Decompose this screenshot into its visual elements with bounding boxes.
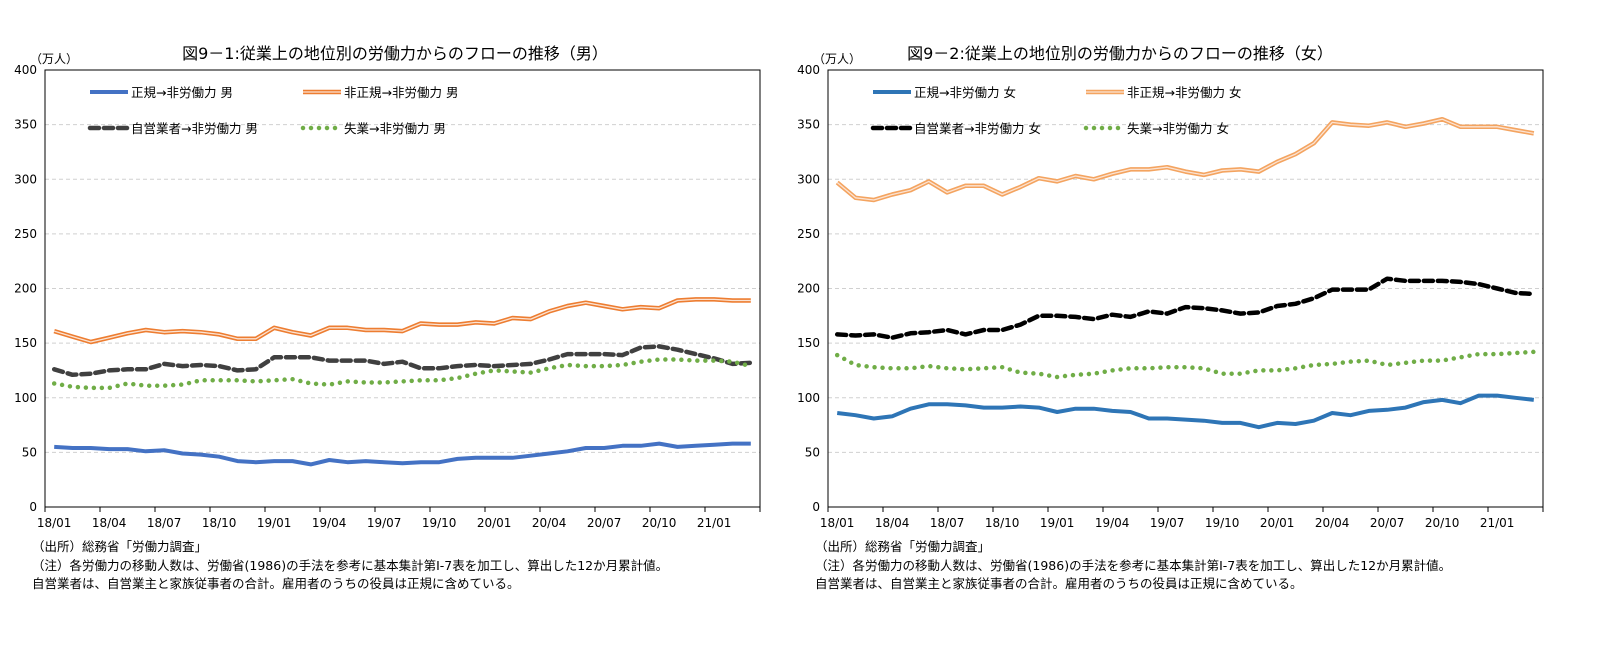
note-definition: 自営業者は、自営業主と家族従事者の合計。雇用者のうちの役員は正規に含めている。 (815, 576, 1303, 591)
y-axis-unit: （万人） (30, 52, 79, 66)
legend-label: 失業→非労働力 女 (1127, 121, 1229, 136)
note-source: （出所）総務省「労働力調査」 (32, 539, 208, 554)
y-tick-label: 0 (812, 500, 820, 514)
x-tick-label: 20/04 (532, 516, 567, 530)
x-tick-label: 20/10 (1425, 516, 1460, 530)
y-tick-label: 200 (14, 282, 37, 296)
x-tick-label: 18/04 (875, 516, 910, 530)
note-method: （注）各労働力の移動人数は、労働省(1986)の手法を参考に基本集計第I-7表を… (815, 557, 1452, 573)
note-method: （注）各労働力の移動人数は、労働省(1986)の手法を参考に基本集計第I-7表を… (32, 557, 669, 573)
y-tick-label: 100 (797, 391, 820, 405)
x-tick-label: 20/04 (1315, 516, 1350, 530)
chart-female: 0 50 100 150 200 250 300 350 400 18/01 18/04 18/07 1… (797, 63, 1544, 530)
x-tick-label: 20/01 (477, 516, 512, 530)
x-tick-label: 21/01 (1480, 516, 1515, 530)
x-tick-label: 19/01 (1040, 516, 1075, 530)
x-tick-label: 20/07 (1370, 516, 1405, 530)
legend-label: 非正規→非労働力 女 (1127, 85, 1241, 100)
x-tick-label: 18/04 (92, 516, 127, 530)
y-tick-label: 50 (805, 445, 820, 459)
y-tick-label: 150 (797, 336, 820, 350)
series-line-2-inner (836, 118, 1534, 201)
x-tick-label: 19/07 (367, 516, 402, 530)
y-tick-label: 200 (797, 282, 820, 296)
y-axis-unit: （万人） (813, 52, 862, 66)
y-tick-label: 300 (797, 172, 820, 186)
x-tick-label: 19/01 (257, 516, 292, 530)
series-line-1 (836, 393, 1535, 430)
x-tick-label: 19/04 (312, 516, 347, 530)
plot-border (44, 69, 761, 508)
x-tick-label: 20/10 (642, 516, 677, 530)
y-tick-label: 250 (14, 227, 37, 241)
x-tick-label: 18/07 (930, 516, 965, 530)
legend-label: 自営業者→非労働力 男 (131, 121, 258, 136)
chart-panel-male: 図9－1:従業上の地位別の労働力からのフローの推移（男） （万人） 0 50 100… (0, 0, 800, 657)
y-tick-label: 350 (797, 118, 820, 132)
legend-label: 自営業者→非労働力 女 (914, 121, 1041, 136)
chart-notes: （出所）総務省「労働力調査」 （注）各労働力の移動人数は、労働省(1986)の手… (32, 538, 668, 594)
x-tick-label: 18/01 (37, 516, 72, 530)
x-tick-label: 18/10 (202, 516, 237, 530)
y-tick-label: 300 (14, 172, 37, 186)
x-tick-label: 20/01 (1260, 516, 1295, 530)
y-tick-label: 250 (797, 227, 820, 241)
series-line-2-inner (54, 298, 751, 343)
x-tick-label: 21/01 (697, 516, 732, 530)
y-tick-label: 400 (14, 63, 37, 77)
legend-label: 正規→非労働力 女 (914, 85, 1016, 100)
x-tick-label: 19/10 (422, 516, 457, 530)
chart-male: 0 50 100 150 200 250 300 350 400 18/01 18/04 18/07 1… (14, 63, 761, 530)
x-tick-label: 18/01 (820, 516, 855, 530)
y-tick-label: 150 (14, 336, 37, 350)
chart-notes: （出所）総務省「労働力調査」 （注）各労働力の移動人数は、労働省(1986)の手… (815, 538, 1451, 594)
series-line-1 (54, 441, 751, 467)
series-line-2 (53, 297, 751, 345)
legend-label: 非正規→非労働力 男 (344, 85, 458, 100)
series-line-4 (834, 349, 1537, 380)
x-tick-label: 19/07 (1150, 516, 1185, 530)
series-line-3 (51, 344, 754, 378)
x-tick-label: 18/07 (147, 516, 182, 530)
y-tick-label: 100 (14, 391, 37, 405)
chart-title: 図9－2:従業上の地位別の労働力からのフローの推移（女） (907, 44, 1333, 63)
series-line-4 (51, 357, 754, 391)
series-line-3 (834, 276, 1537, 340)
x-tick-label: 19/10 (1205, 516, 1240, 530)
x-tick-label: 20/07 (587, 516, 622, 530)
plot-border (827, 69, 1544, 508)
y-tick-label: 0 (29, 500, 37, 514)
y-tick-label: 350 (14, 118, 37, 132)
legend-label: 失業→非労働力 男 (344, 121, 446, 136)
legend-label: 正規→非労働力 男 (131, 85, 233, 100)
y-tick-label: 50 (22, 445, 37, 459)
note-definition: 自営業者は、自営業主と家族従事者の合計。雇用者のうちの役員は正規に含めている。 (32, 576, 520, 591)
x-tick-label: 19/04 (1095, 516, 1130, 530)
chart-panel-female: 図9－2:従業上の地位別の労働力からのフローの推移（女） （万人） 0 50 100… (783, 0, 1583, 657)
x-tick-label: 18/10 (985, 516, 1020, 530)
chart-title: 図9－1:従業上の地位別の労働力からのフローの推移（男） (182, 44, 608, 63)
y-tick-label: 400 (797, 63, 820, 77)
note-source: （出所）総務省「労働力調査」 (815, 539, 991, 554)
